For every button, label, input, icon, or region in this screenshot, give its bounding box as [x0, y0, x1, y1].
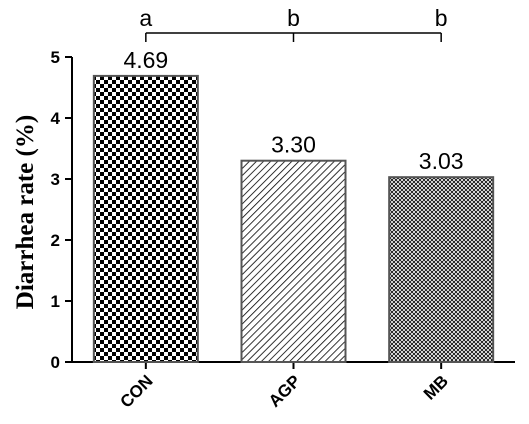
bars	[92, 74, 495, 363]
y-tick-label: 1	[51, 292, 60, 311]
y-axis-label: Diarrhea rate (%)	[12, 115, 39, 309]
x-tick-label: AGP	[265, 371, 304, 410]
y-tick-label: 0	[51, 353, 60, 372]
y-tick-label: 2	[51, 231, 60, 250]
significance-letter: a	[139, 5, 152, 31]
significance-letter: b	[287, 5, 300, 31]
data-label: 3.30	[271, 132, 316, 158]
y-tick-label: 5	[51, 48, 60, 67]
bar-con	[92, 74, 199, 363]
y-tick-label: 3	[51, 170, 60, 189]
significance-letter: b	[435, 5, 448, 31]
data-label: 3.03	[419, 148, 464, 174]
x-tick-label: CON	[117, 371, 157, 411]
bar-agp	[240, 159, 347, 363]
x-tick-label: MB	[420, 371, 452, 403]
y-tick-label: 4	[51, 109, 61, 128]
data-labels: 4.69 3.30 3.03	[123, 47, 463, 174]
bar-mb	[388, 176, 495, 363]
data-label: 4.69	[123, 47, 168, 73]
